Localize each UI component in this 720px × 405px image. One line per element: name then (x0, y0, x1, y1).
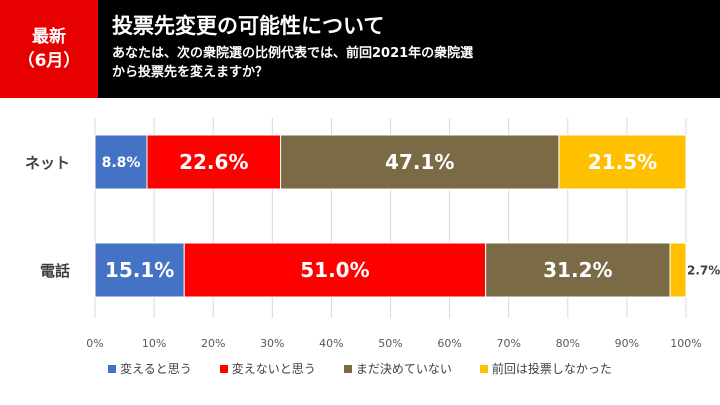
x-tick-label: 10% (142, 337, 166, 350)
legend-label: 前回は投票しなかった (491, 362, 612, 376)
legend-label: 変えないと思う (231, 362, 316, 376)
data-label: 8.8% (102, 155, 141, 171)
legend-swatch (343, 364, 352, 373)
legend-label: まだ決めていない (355, 362, 452, 376)
x-tick-label: 20% (201, 337, 225, 350)
x-tick-label: 90% (615, 337, 639, 350)
latest-badge: 最新 （6月） (0, 0, 98, 98)
bar-segment (146, 134, 282, 190)
badge-line2: （6月） (17, 51, 81, 71)
chart-legend: 変えると思う 変えないと思う まだ決めていない 前回は投票しなかった (0, 360, 720, 377)
subtitle-line2: から投票先を変えますか？ (112, 65, 269, 80)
header-bar (0, 0, 720, 98)
category-label: 電話 (40, 262, 70, 280)
data-label: 51.0% (300, 258, 369, 282)
x-tick-label: 30% (260, 337, 284, 350)
x-tick-label: 40% (319, 337, 343, 350)
legend-item: 前回は投票しなかった (479, 360, 612, 377)
x-tick-label: 100% (670, 337, 701, 350)
data-label: 2.7% (687, 263, 720, 277)
badge-line1: 最新 (32, 27, 66, 47)
data-label: 47.1% (385, 150, 454, 174)
category-label: ネット (25, 154, 70, 172)
legend-swatch (479, 364, 488, 373)
legend-item: まだ決めていない (343, 360, 452, 377)
x-tick-label: 50% (378, 337, 402, 350)
legend-item: 変えないと思う (219, 360, 316, 377)
bar-segment (183, 242, 487, 298)
x-tick-label: 60% (437, 337, 461, 350)
page-subtitle: あなたは、次の衆院選の比例代表では、前回2021年の衆院選 から投票先を変えます… (112, 44, 582, 82)
legend-label: 変えると思う (120, 362, 192, 376)
bar-segment (669, 242, 687, 298)
x-tick-label: 70% (496, 337, 520, 350)
page-title: 投票先変更の可能性について (112, 14, 385, 38)
x-tick-label: 80% (556, 337, 580, 350)
data-label: 31.2% (543, 258, 612, 282)
subtitle-line1: あなたは、次の衆院選の比例代表では、前回2021年の衆院選 (112, 46, 474, 61)
legend-swatch (219, 364, 228, 373)
x-tick-label: 0% (86, 337, 103, 350)
legend-swatch (108, 364, 117, 373)
data-label: 15.1% (105, 258, 174, 282)
bar-segment (558, 134, 687, 190)
data-label: 22.6% (179, 150, 248, 174)
data-label: 21.5% (588, 150, 657, 174)
legend-item: 変えると思う (108, 360, 192, 377)
